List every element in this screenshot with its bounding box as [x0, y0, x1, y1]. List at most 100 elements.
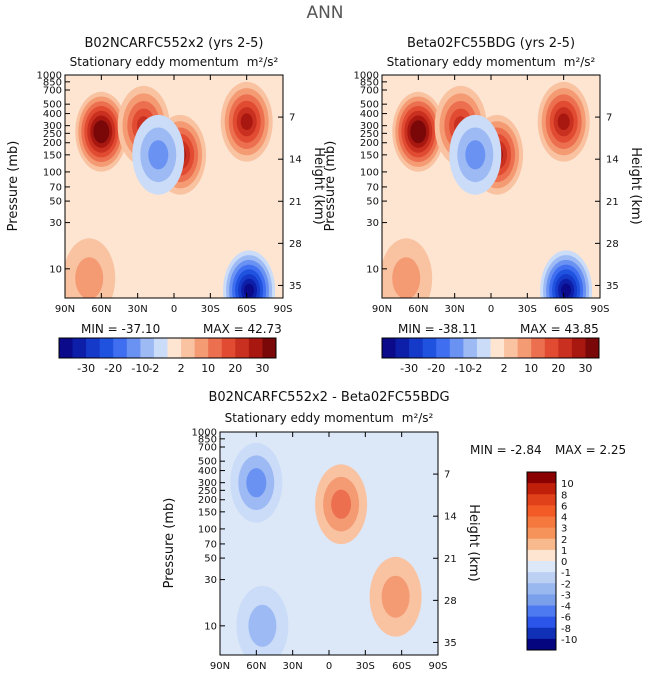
y-tick-label: 50 — [204, 554, 217, 565]
y-tick-label: 700 — [360, 86, 379, 97]
colorbar-tick-label: 4 — [561, 513, 567, 524]
y-right-tick-label: 28 — [444, 596, 457, 607]
subtitle-text: Stationary eddy momentum — [225, 411, 394, 425]
colorbar-swatch — [476, 338, 491, 358]
y-tick-label: 70 — [204, 539, 217, 550]
y-tick-label: 30 — [366, 218, 379, 229]
y-right-tick-label: 14 — [606, 155, 619, 166]
x-tick-label: 90N — [55, 304, 75, 315]
colorbar-tick-label: 2 — [561, 535, 567, 546]
colorbar-tick-label: -8 — [561, 624, 571, 635]
colorbar-tick-label: -2 — [561, 579, 571, 590]
y-tick-label: 30 — [49, 218, 62, 229]
y-tick-label: 300 — [198, 478, 217, 489]
y-tick-label: 150 — [198, 507, 217, 518]
colorbar-swatch — [527, 594, 556, 607]
colorbar-swatch — [248, 338, 263, 358]
x-tick-label: 60N — [408, 304, 428, 315]
colorbar-tick-label: -4 — [561, 602, 571, 613]
colorbar-tick-label: 20 — [551, 362, 565, 375]
colorbar-tick-label: 2 — [178, 362, 185, 375]
colorbar-swatch — [126, 338, 141, 358]
max-label: MAX = 43.85 — [520, 322, 599, 336]
contour-blob-1 — [381, 575, 410, 618]
colorbar-swatch — [221, 338, 236, 358]
contour-blob-5 — [148, 140, 169, 170]
y-tick-label: 70 — [366, 182, 379, 193]
colorbar-swatch — [86, 338, 101, 358]
chart-title: B02NCARFC552x2 (yrs 2-5) — [85, 36, 264, 51]
y-axis-label-right: Height (km) — [311, 147, 326, 224]
y-tick-label: 400 — [43, 109, 62, 120]
units-text: m²/s² — [564, 55, 596, 69]
y-tick-label: 850 — [360, 77, 379, 88]
x-tick-label: 30S — [201, 304, 220, 315]
y-tick-label: 50 — [366, 197, 379, 208]
y-tick-label: 10 — [204, 621, 217, 632]
colorbar-swatch — [527, 549, 556, 562]
colorbar-tick-label: 10 — [561, 479, 574, 490]
colorbar-swatch — [382, 338, 397, 358]
y-right-tick-label: 14 — [289, 155, 302, 166]
contour-blob-0 — [96, 125, 107, 139]
min-label: MIN = -2.84 — [470, 443, 542, 457]
plot-field — [382, 75, 600, 298]
colorbar-tick-label: -20 — [427, 362, 445, 375]
max-label: MAX = 2.25 — [555, 443, 626, 457]
colorbar-swatch — [527, 505, 556, 518]
y-axis-label: Pressure (mb) — [6, 141, 21, 232]
max-label: MAX = 42.73 — [203, 322, 282, 336]
y-tick-label: 500 — [198, 457, 217, 468]
colorbar-swatch — [558, 338, 573, 358]
x-tick-label: 60N — [91, 304, 111, 315]
figure-title: ANN — [306, 3, 343, 23]
colorbar-swatch — [99, 338, 114, 358]
x-tick-label: 60S — [554, 304, 573, 315]
y-right-tick-label: 7 — [606, 113, 612, 124]
y-right-tick-label: 28 — [606, 239, 619, 250]
colorbar-swatch — [422, 338, 437, 358]
colorbar-tick-label: -10 — [454, 362, 472, 375]
y-tick-label: 30 — [204, 575, 217, 586]
y-tick-label: 300 — [360, 121, 379, 132]
y-tick-label: 150 — [360, 150, 379, 161]
y-tick-label: 850 — [43, 77, 62, 88]
colorbar-swatch — [517, 338, 532, 358]
colorbar-swatch — [531, 338, 546, 358]
x-axis: 90N 60N 30N 0 30S 60S 90S — [55, 75, 293, 315]
y-tick-label: 1000 — [37, 71, 62, 82]
colorbar-tick-label: 10 — [524, 362, 538, 375]
y-tick-label: 200 — [360, 138, 379, 149]
colorbar-2: -30 -20 -10 -2 2 10 20 30 — [381, 337, 600, 375]
y-right-tick-label: 28 — [289, 239, 302, 250]
colorbar-tick-label: 30 — [255, 362, 269, 375]
colorbar-tick-label: -3 — [561, 590, 571, 601]
contour-blob-2 — [331, 489, 352, 519]
y-right-tick-label: 21 — [444, 554, 457, 565]
colorbar-swatch — [262, 338, 277, 358]
y-right-tick-label: 7 — [289, 113, 295, 124]
colorbar-swatch — [208, 338, 223, 358]
y-axis-label: Pressure (mb) — [162, 498, 177, 589]
colorbar-tick-label: -6 — [561, 613, 571, 624]
contour-blob-6 — [392, 257, 421, 298]
chart-panel-3: B02NCARFC552x2 - Beta02FC55BDG Stationar… — [162, 390, 626, 672]
chart-panel-2: Beta02FC55BDG (yrs 2-5) Stationary eddy … — [323, 36, 643, 336]
colorbar-tick-label: -10 — [131, 362, 149, 375]
colorbar-tick-label: 10 — [201, 362, 215, 375]
y-right-tick-label: 35 — [444, 638, 457, 649]
y-right-tick-label: 21 — [289, 197, 302, 208]
chart-title: B02NCARFC552x2 - Beta02FC55BDG — [208, 390, 449, 405]
colorbar-swatch — [490, 338, 505, 358]
contour-blob-1 — [240, 113, 253, 130]
colorbar-swatch — [504, 338, 519, 358]
y-tick-label: 500 — [360, 100, 379, 111]
y-tick-label: 250 — [198, 486, 217, 497]
colorbar-swatch — [527, 472, 556, 484]
colorbar-swatch — [153, 338, 168, 358]
colorbar-swatch — [194, 338, 209, 358]
x-tick-label: 0 — [488, 304, 494, 315]
